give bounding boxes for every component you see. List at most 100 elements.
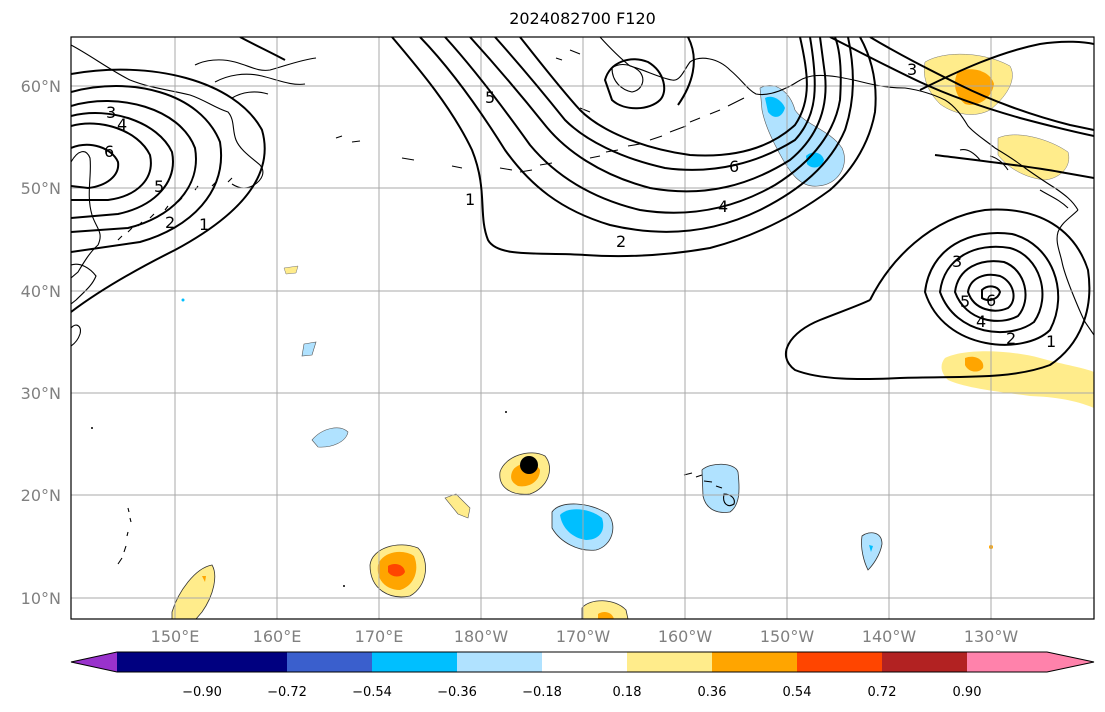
lon-label: 180°W — [454, 627, 509, 646]
contour-bering-1-lower — [391, 37, 877, 258]
colorbar-tick-label: 0.90 — [953, 685, 982, 700]
contour-nw-5 — [71, 122, 152, 201]
negative-anomaly-central-pacific-core — [560, 509, 604, 540]
colorbar-tick-label: 0.54 — [783, 685, 812, 700]
positive-anomaly-west-pacific-core — [388, 564, 405, 577]
contour-lines — [71, 37, 1094, 381]
contour-nw-4 — [71, 112, 174, 219]
contour-label: 4 — [718, 197, 728, 216]
contour-label: 2 — [165, 213, 175, 232]
map-title: 2024082700 F120 — [509, 9, 656, 28]
lat-label: 20°N — [21, 486, 61, 505]
positive-anomaly-bc — [997, 134, 1070, 181]
contour-bering-4 — [469, 37, 827, 193]
colorbar-segment — [202, 652, 287, 672]
positive-anomaly-california-core — [965, 356, 984, 372]
lat-label: 30°N — [21, 384, 61, 403]
negative-anomaly-east-pacific — [861, 532, 883, 571]
contour-bering-5 — [494, 37, 816, 171]
contour-label: 6 — [104, 142, 114, 161]
contour-ep-3 — [938, 245, 1044, 333]
negative-anomaly-small-1 — [301, 341, 317, 357]
gridlines — [71, 37, 1094, 619]
lon-label: 160°W — [658, 627, 713, 646]
contour-yukon-inner — [934, 154, 1094, 179]
contour-label: 3 — [106, 103, 116, 122]
colorbar-segment — [457, 652, 542, 672]
lon-label: 150°W — [760, 627, 815, 646]
positive-anomaly-southwest-core — [202, 576, 206, 582]
contour-label: 6 — [729, 157, 739, 176]
contour-label: 5 — [960, 292, 970, 311]
positive-anomaly-small-1 — [283, 265, 299, 275]
contour-nw-3 — [71, 100, 197, 233]
lat-label: 60°N — [21, 77, 61, 96]
colorbar-segment — [117, 652, 202, 672]
contour-bering-6 — [519, 37, 808, 157]
positive-anomaly-south-central-core — [598, 611, 614, 619]
negative-anomaly-hawaii — [701, 463, 740, 513]
contour-yukon-1 — [919, 40, 1094, 91]
shaded-anomalies — [171, 53, 1094, 619]
contour-nw-2 — [71, 85, 223, 253]
negative-anomaly-gulf-alaska-core — [765, 96, 785, 117]
contour-ep-5 — [966, 273, 1015, 312]
contour-label: 3 — [907, 60, 917, 79]
colorbar-extend-max — [967, 652, 1094, 672]
lon-label: 160°E — [253, 627, 302, 646]
contour-label: 5 — [154, 177, 164, 196]
colorbar-extend-min — [71, 652, 117, 672]
positive-anomaly-south-central — [581, 600, 629, 619]
colorbar — [70, 651, 1095, 673]
contour-bering-outer — [677, 37, 695, 106]
colorbar-tick-label: −0.18 — [522, 685, 562, 700]
contour-label: 2 — [616, 232, 626, 251]
colorbar-tick-label: 0.18 — [613, 685, 642, 700]
colorbar-segment — [287, 652, 372, 672]
colorbar-tick-label: −0.54 — [352, 685, 392, 700]
contour-label: 1 — [199, 215, 209, 234]
contour-nw-1 — [71, 68, 266, 313]
latitude-labels: 10°N 20°N 30°N 40°N 50°N 60°N — [21, 77, 61, 608]
contour-bering-1 — [239, 37, 286, 61]
colorbar-segment — [627, 652, 712, 672]
lat-label: 50°N — [21, 179, 61, 198]
contour-yukon-3 — [829, 37, 1094, 137]
colorbar-tick-labels: −0.90 −0.72 −0.54 −0.36 −0.18 0.18 0.36 … — [182, 685, 981, 700]
contour-label: 1 — [465, 190, 475, 209]
contour-label: 3 — [952, 252, 962, 271]
lon-label: 150°E — [151, 627, 200, 646]
contour-label: 1 — [1046, 332, 1056, 351]
colorbar-segment — [882, 652, 967, 672]
lon-label: 140°W — [862, 627, 917, 646]
contour-nw-6 — [71, 143, 120, 190]
contour-bering-2 — [419, 37, 854, 233]
contour-label: 4 — [976, 312, 986, 331]
colorbar-segment — [797, 652, 882, 672]
lon-label: 170°E — [355, 627, 404, 646]
longitude-labels: 150°E 160°E 170°E 180°W 170°W 160°W 150°… — [151, 627, 1019, 646]
contour-bering-inner — [603, 58, 666, 110]
storm-center-marker[interactable] — [520, 456, 538, 474]
contour-bering-3 — [444, 37, 842, 214]
colorbar-tick-label: −0.72 — [267, 685, 307, 700]
contour-label: 5 — [485, 88, 495, 107]
colorbar-segment — [542, 652, 627, 672]
lon-label: 130°W — [964, 627, 1019, 646]
contour-ep-6 — [981, 285, 1002, 301]
lat-label: 40°N — [21, 282, 61, 301]
lon-label: 170°W — [556, 627, 611, 646]
colorbar-segment — [712, 652, 797, 672]
contour-ep-1 — [784, 208, 1091, 381]
map-border — [70, 36, 1095, 620]
contour-label: 6 — [986, 291, 996, 310]
colorbar-tick-label: 0.36 — [698, 685, 727, 700]
contour-label: 2 — [1006, 329, 1016, 348]
contour-ep-4 — [953, 260, 1027, 322]
negative-anomaly-small-2 — [311, 427, 349, 448]
negative-anomaly-east-pacific-core — [869, 545, 873, 552]
contour-yukon-2 — [869, 37, 1094, 131]
lat-label: 10°N — [21, 589, 61, 608]
colorbar-tick-label: 0.72 — [868, 685, 897, 700]
